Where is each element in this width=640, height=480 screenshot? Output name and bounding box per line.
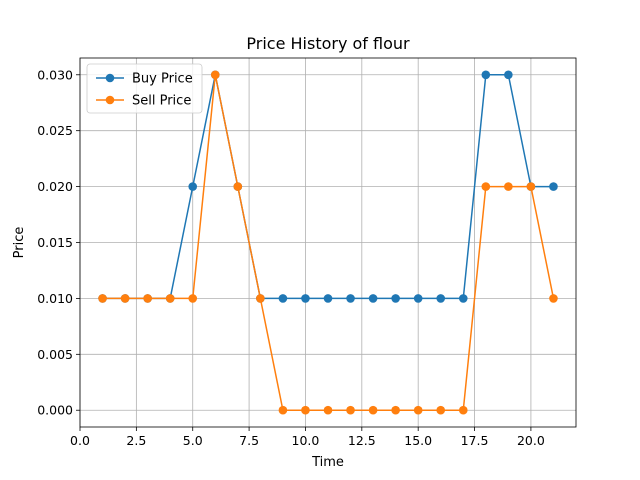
data-point	[346, 405, 355, 415]
y-axis-label: Price	[12, 227, 27, 259]
data-point	[256, 294, 265, 303]
x-tick-label: 12.5	[348, 433, 376, 448]
data-point	[165, 294, 175, 303]
x-tick-label: 5.0	[183, 433, 203, 448]
data-point	[323, 405, 333, 415]
x-tick-label: 15.0	[404, 433, 432, 448]
data-point	[549, 182, 558, 191]
x-tick-label: 20.0	[517, 433, 545, 448]
data-point	[458, 294, 468, 303]
legend-item: Buy Price	[96, 72, 193, 87]
x-tick-label: 17.5	[461, 433, 489, 448]
x-tick-label: 7.5	[239, 433, 259, 448]
x-tick-label: 0.0	[70, 433, 90, 448]
data-point	[233, 182, 243, 191]
data-point	[481, 182, 491, 191]
data-point	[504, 70, 513, 80]
data-point	[301, 294, 310, 303]
data-point	[120, 294, 130, 303]
legend-label: Sell Price	[132, 94, 191, 109]
legend-marker	[105, 95, 115, 105]
data-point	[346, 294, 355, 303]
axis-ticks: 0.0 2.5 5.0 7.5 10.0 12.5 15.0 17.5 20.0 0.000 0.0…	[37, 67, 545, 448]
data-point	[413, 405, 423, 415]
data-point	[278, 294, 288, 303]
data-point	[391, 405, 400, 415]
y-tick-label: 0.005	[37, 347, 73, 362]
data-point	[436, 294, 446, 303]
data-point	[143, 294, 152, 303]
data-point	[323, 294, 333, 303]
data-point	[458, 405, 468, 415]
legend-item: Sell Price	[96, 94, 191, 109]
data-point	[210, 70, 220, 80]
y-tick-label: 0.000	[37, 403, 73, 418]
legend-label: Buy Price	[132, 72, 193, 87]
y-tick-label: 0.010	[37, 291, 73, 306]
chart-legend: Buy Price Sell Price	[86, 63, 203, 114]
data-point	[549, 294, 558, 303]
y-tick-label: 0.030	[37, 67, 73, 82]
series-sell-price	[98, 70, 558, 415]
data-point	[481, 70, 491, 80]
data-point	[526, 182, 536, 191]
data-point	[391, 294, 400, 303]
data-point	[504, 182, 513, 191]
data-point	[436, 405, 446, 415]
data-point	[413, 294, 423, 303]
data-point	[368, 405, 378, 415]
y-tick-label: 0.020	[37, 179, 73, 194]
x-axis-label: Time	[311, 455, 344, 470]
data-point	[278, 405, 288, 415]
data-point	[301, 405, 310, 415]
y-tick-label: 0.025	[37, 123, 73, 138]
data-point	[98, 294, 107, 303]
data-point	[188, 294, 198, 303]
data-series	[98, 70, 558, 415]
chart-title: Price History of flour	[246, 34, 410, 53]
y-tick-label: 0.015	[37, 235, 73, 250]
data-point	[188, 182, 198, 191]
legend-marker	[105, 73, 115, 83]
x-tick-label: 10.0	[292, 433, 320, 448]
x-tick-label: 2.5	[126, 433, 146, 448]
data-point	[368, 294, 378, 303]
